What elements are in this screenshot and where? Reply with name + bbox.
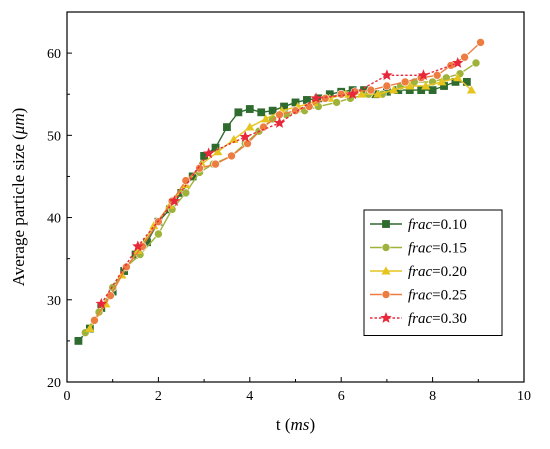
data-point bbox=[133, 245, 143, 254]
data-point bbox=[310, 92, 322, 104]
y-tick-label: 30 bbox=[47, 294, 61, 309]
data-point bbox=[227, 151, 236, 161]
data-point bbox=[168, 195, 181, 206]
legend: frac=0.10 frac=0.15 frac=0.20 frac=0.25 frac… bbox=[363, 209, 503, 336]
legend-item: frac=0.30 bbox=[370, 311, 467, 327]
legend-label: frac=0.25 bbox=[408, 288, 467, 304]
y-tick-label: 60 bbox=[47, 47, 61, 62]
data-point bbox=[195, 163, 204, 173]
data-point bbox=[405, 81, 415, 90]
data-point bbox=[357, 89, 367, 98]
data-point bbox=[74, 336, 83, 345]
legend-label: frac=0.20 bbox=[408, 264, 467, 280]
legend-item: frac=0.20 bbox=[370, 264, 467, 280]
data-point bbox=[239, 130, 251, 142]
x-axis-title: t (ms) bbox=[276, 415, 315, 434]
y-tick-label: 40 bbox=[47, 212, 61, 227]
legend-marker bbox=[380, 312, 392, 323]
data-point bbox=[202, 147, 215, 159]
legend-item: frac=0.10 bbox=[370, 217, 467, 233]
legend-item: frac=0.15 bbox=[370, 241, 467, 257]
data-point bbox=[257, 108, 266, 117]
data-point bbox=[400, 77, 410, 87]
data-point bbox=[320, 94, 330, 103]
data-point bbox=[149, 221, 159, 230]
x-tick-label: 10 bbox=[517, 389, 531, 404]
data-point bbox=[154, 229, 163, 239]
data-point bbox=[132, 240, 144, 252]
x-tick-label: 0 bbox=[64, 389, 71, 404]
data-point bbox=[95, 297, 107, 309]
data-point bbox=[432, 71, 442, 80]
data-point bbox=[466, 85, 477, 94]
data-point bbox=[213, 147, 223, 156]
data-point bbox=[259, 122, 268, 132]
legend-item: frac=0.25 bbox=[370, 288, 467, 304]
data-point bbox=[245, 122, 255, 131]
data-point bbox=[460, 52, 469, 62]
data-point bbox=[85, 323, 95, 333]
axes: 0 2 4 6 8 10 20 30 40 50 60 t (ms) Average particle … bbox=[9, 11, 531, 434]
y-axis-title: Average particle size (μm) bbox=[9, 108, 28, 287]
legend-label: frac=0.10 bbox=[408, 217, 467, 233]
x-tick-label: 6 bbox=[338, 389, 345, 404]
data-point bbox=[223, 123, 231, 132]
data-point bbox=[122, 262, 131, 272]
data-point bbox=[437, 77, 447, 86]
data-point bbox=[273, 117, 286, 128]
data-point bbox=[346, 88, 359, 100]
data-point bbox=[229, 134, 239, 143]
data-point bbox=[90, 316, 99, 325]
x-tick-label: 8 bbox=[429, 389, 436, 404]
data-point bbox=[428, 86, 437, 95]
x-tick-label: 4 bbox=[246, 389, 253, 404]
data-point bbox=[389, 85, 399, 94]
plot-area bbox=[74, 38, 485, 345]
data-point bbox=[421, 81, 431, 90]
legend-marker bbox=[382, 220, 390, 228]
data-point bbox=[452, 56, 464, 68]
data-point bbox=[211, 159, 220, 169]
data-point bbox=[366, 85, 376, 95]
data-point bbox=[181, 176, 191, 185]
x-tick-label: 2 bbox=[155, 389, 162, 404]
data-point bbox=[382, 81, 392, 91]
data-point bbox=[336, 89, 346, 99]
data-point bbox=[476, 38, 485, 47]
legend-label: frac=0.15 bbox=[408, 241, 467, 257]
data-point bbox=[261, 114, 271, 123]
data-point bbox=[417, 69, 430, 81]
y-tick-label: 20 bbox=[47, 376, 61, 391]
legend-marker bbox=[381, 266, 391, 275]
data-point bbox=[181, 188, 191, 198]
series-4 bbox=[95, 56, 464, 309]
data-point bbox=[291, 106, 300, 115]
data-point bbox=[373, 89, 383, 98]
legend-marker bbox=[381, 290, 391, 299]
data-point bbox=[234, 108, 243, 117]
data-point bbox=[106, 291, 115, 300]
data-point bbox=[471, 58, 481, 68]
data-point bbox=[381, 69, 393, 81]
data-point bbox=[332, 98, 341, 107]
data-point bbox=[245, 105, 254, 113]
data-point bbox=[268, 106, 277, 115]
legend-label: frac=0.30 bbox=[408, 311, 467, 327]
data-point bbox=[453, 73, 463, 82]
legend-marker bbox=[381, 243, 391, 252]
y-tick-label: 50 bbox=[47, 129, 61, 144]
